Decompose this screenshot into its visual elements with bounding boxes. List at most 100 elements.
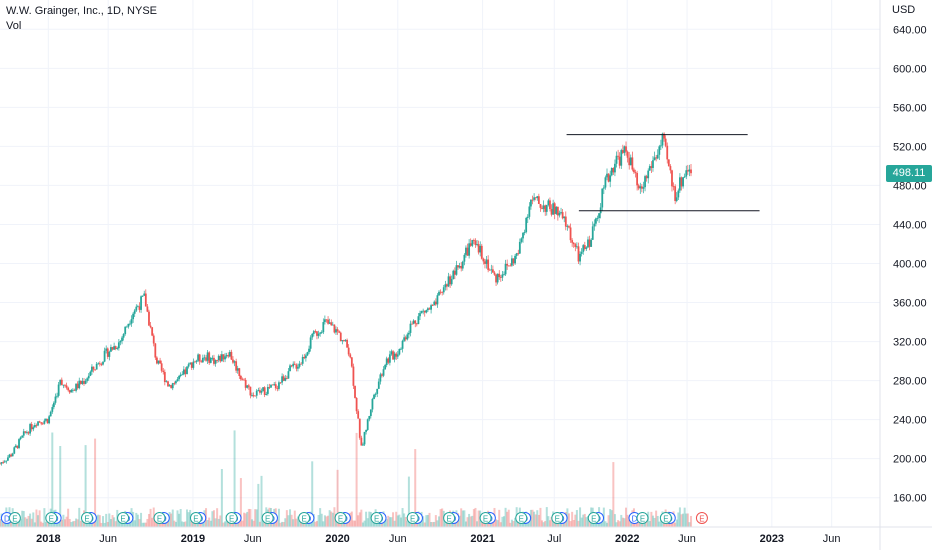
candle-body xyxy=(336,329,339,332)
candle-body xyxy=(2,462,5,464)
earnings-marker-letter: E xyxy=(265,515,270,524)
candle-body xyxy=(544,205,547,212)
earnings-marker xyxy=(45,512,58,524)
earnings-marker-letter: E xyxy=(338,515,343,524)
candle-body xyxy=(640,186,643,189)
candle-body xyxy=(575,246,578,248)
volume-bar xyxy=(262,520,265,527)
volume-bar xyxy=(75,518,78,527)
candle-body xyxy=(503,274,505,276)
candle-body xyxy=(533,197,536,200)
volume-bar xyxy=(289,509,292,527)
candle-body xyxy=(149,325,152,328)
candle-body xyxy=(680,177,683,187)
volume-bar xyxy=(173,520,176,527)
volume-bar xyxy=(438,516,441,527)
currency-label[interactable]: USD xyxy=(892,4,916,16)
candle-body xyxy=(661,133,664,146)
volume-bar xyxy=(510,519,513,527)
candle-body xyxy=(103,350,106,362)
volume-bar xyxy=(44,521,47,527)
candle-body xyxy=(303,356,306,359)
candle-body xyxy=(512,258,515,264)
symbol-title[interactable]: W.W. Grainger, Inc., 1D, NYSE xyxy=(6,5,157,17)
volume-bar xyxy=(477,510,480,527)
volume-bar xyxy=(425,515,428,527)
earnings-marker-letter: E xyxy=(301,515,306,524)
volume-bar xyxy=(533,511,536,527)
candle-body xyxy=(438,291,440,296)
candle-body xyxy=(433,301,436,306)
volume-bar xyxy=(393,520,396,527)
candle-body xyxy=(461,261,464,269)
volume-label[interactable]: Vol xyxy=(6,20,22,32)
candle-body xyxy=(417,316,420,325)
price-tick-label: 560.00 xyxy=(893,102,927,114)
candle-body xyxy=(545,204,548,212)
volume-bar xyxy=(33,522,36,527)
volume-bar xyxy=(352,520,355,527)
candle-body xyxy=(688,169,691,172)
volume-bar xyxy=(544,520,547,527)
candle-body xyxy=(436,295,439,305)
volume-bar xyxy=(645,520,648,527)
candle-body xyxy=(170,385,173,389)
candle-body xyxy=(555,206,558,214)
earnings-marker xyxy=(479,512,492,524)
candle-body xyxy=(572,242,575,245)
candle-body xyxy=(379,374,382,382)
candle-body xyxy=(52,402,55,408)
candle-body xyxy=(84,380,87,384)
candle-body xyxy=(45,418,47,421)
candle-body xyxy=(629,157,632,166)
candle-body xyxy=(390,351,393,355)
volume-bar xyxy=(187,512,190,527)
candle-body xyxy=(224,356,226,360)
candle-body xyxy=(192,361,195,368)
earnings-marker-letter: E xyxy=(49,515,54,524)
candle-body xyxy=(607,173,610,182)
candle-body xyxy=(292,363,295,367)
event-markers[interactable]: DDDDDDDDDDDDDDDDDDDEEEEEEEEEEEEEEEEEEEE xyxy=(0,512,708,524)
volume-bar xyxy=(504,507,507,527)
volume-bar xyxy=(301,521,304,527)
volume-bar xyxy=(78,507,81,527)
candle-body xyxy=(0,463,1,465)
earnings-marker xyxy=(406,512,419,524)
volume-bar xyxy=(509,522,512,527)
candle-body xyxy=(320,332,323,333)
candle-body xyxy=(48,416,51,424)
volume-bar xyxy=(282,521,285,527)
volume-bar xyxy=(653,517,656,527)
volume-bar xyxy=(84,445,87,527)
candle-body xyxy=(664,138,667,146)
volume-bar xyxy=(138,519,141,527)
candle-body xyxy=(40,422,43,424)
candle-body xyxy=(159,360,161,364)
price-tick-label: 320.00 xyxy=(893,337,927,349)
candle-body xyxy=(187,364,190,367)
chart-legend: W.W. Grainger, Inc., 1D, NYSE Vol xyxy=(6,4,157,34)
volume-bar xyxy=(293,510,296,527)
price-axis[interactable]: 160.00 200.00 240.00 280.00 320.00 360.00 400.… xyxy=(879,0,927,550)
earnings-marker-letter: E xyxy=(84,515,89,524)
candle-body xyxy=(385,358,388,366)
volume-bar xyxy=(523,522,526,527)
volume-bar xyxy=(569,521,572,527)
candle-body xyxy=(601,188,604,208)
candle-body xyxy=(330,322,333,326)
candle-body xyxy=(365,429,368,432)
trend-lines[interactable] xyxy=(566,134,760,212)
volume-bar xyxy=(615,522,618,527)
volume-bar xyxy=(317,515,320,527)
earnings-marker xyxy=(189,512,202,524)
time-axis[interactable]: 2018 Jun 2019 Jun 2020 Jun 2021 Jul 2022 Jun 2023 J… xyxy=(0,526,932,545)
candle-body xyxy=(298,363,301,367)
dividend-marker-letter: D xyxy=(4,515,10,524)
volume-bar xyxy=(201,520,204,527)
volume-bar xyxy=(141,522,144,527)
candle-body xyxy=(282,376,285,381)
candle-body xyxy=(130,319,133,324)
time-tick-label: 2023 xyxy=(760,533,784,545)
